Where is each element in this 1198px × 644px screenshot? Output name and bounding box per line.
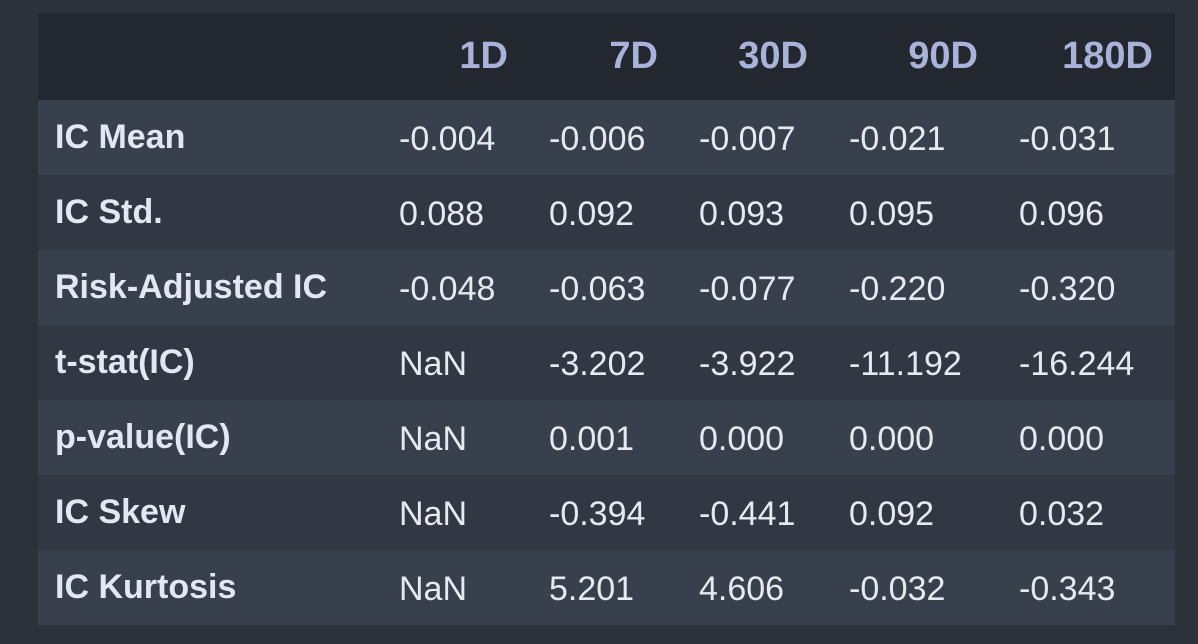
header-corner-cell (38, 13, 380, 100)
row-label: p-value(IC) (55, 418, 231, 456)
ic-summary-table: 1D 7D 30D 90D 180D IC Mean -0.004 -0.006… (38, 13, 1175, 625)
table-row: Risk-Adjusted IC -0.048 -0.063 -0.077 -0… (38, 250, 1175, 325)
table-body: IC Mean -0.004 -0.006 -0.007 -0.021 -0.0… (38, 100, 1175, 625)
table-cell: 4.606 (699, 570, 785, 608)
column-header-90d: 90D (908, 35, 978, 77)
table-cell: -3.202 (549, 345, 646, 383)
table-cell: 0.000 (699, 420, 785, 458)
table-cell: -0.032 (849, 570, 946, 608)
table-cell: -0.004 (399, 120, 496, 158)
column-header-30d: 30D (738, 35, 808, 77)
column-header-1d: 1D (459, 35, 508, 77)
table-cell: -0.077 (699, 270, 796, 308)
table-cell: 0.093 (699, 195, 785, 233)
table-cell: 0.088 (399, 195, 485, 233)
row-label: IC Skew (55, 493, 186, 531)
table-cell: NaN (399, 495, 468, 533)
row-label: t-stat(IC) (55, 343, 195, 381)
row-label: IC Mean (55, 118, 186, 156)
table-row: p-value(IC) NaN 0.001 0.000 0.000 0.000 (38, 400, 1175, 475)
row-label: IC Kurtosis (55, 568, 237, 606)
table-cell: 0.000 (1019, 420, 1105, 458)
table-row: IC Skew NaN -0.394 -0.441 0.092 0.032 (38, 475, 1175, 550)
table-cell: -0.007 (699, 120, 796, 158)
table-cell: -11.192 (849, 345, 962, 383)
table-row: IC Mean -0.004 -0.006 -0.007 -0.021 -0.0… (38, 100, 1175, 175)
table-cell: -16.244 (1019, 345, 1135, 383)
table-cell: NaN (399, 345, 468, 383)
table-cell: -0.048 (399, 270, 496, 308)
ic-summary-table-container: 1D 7D 30D 90D 180D IC Mean -0.004 -0.006… (38, 13, 1175, 626)
table-cell: 0.001 (549, 420, 635, 458)
table-cell: 0.000 (849, 420, 935, 458)
table-cell: -0.006 (549, 120, 646, 158)
table-cell: 0.096 (1019, 195, 1105, 233)
row-label: Risk-Adjusted IC (55, 268, 328, 306)
table-cell: -0.394 (549, 495, 646, 533)
table-cell: 0.032 (1019, 495, 1105, 533)
header-row: 1D 7D 30D 90D 180D (38, 13, 1175, 100)
table-cell: -3.922 (699, 345, 796, 383)
table-cell: -0.220 (849, 270, 946, 308)
table-cell: -0.031 (1019, 120, 1116, 158)
table-cell: -0.441 (699, 495, 796, 533)
row-label: IC Std. (55, 193, 163, 231)
table-row: IC Kurtosis NaN 5.201 4.606 -0.032 -0.34… (38, 550, 1175, 625)
table-cell: 5.201 (549, 570, 635, 608)
table-cell: 0.095 (849, 195, 935, 233)
table-row: t-stat(IC) NaN -3.202 -3.922 -11.192 -16… (38, 325, 1175, 400)
table-header: 1D 7D 30D 90D 180D (38, 13, 1175, 100)
column-header-180d: 180D (1062, 35, 1153, 77)
table-cell: -0.343 (1019, 570, 1116, 608)
table-cell: -0.021 (849, 120, 946, 158)
table-cell: 0.092 (549, 195, 635, 233)
table-cell: -0.320 (1019, 270, 1116, 308)
table-cell: NaN (399, 420, 468, 458)
table-cell: NaN (399, 570, 468, 608)
table-cell: 0.092 (849, 495, 935, 533)
column-header-7d: 7D (609, 35, 658, 77)
table-cell: -0.063 (549, 270, 646, 308)
table-row: IC Std. 0.088 0.092 0.093 0.095 0.096 (38, 175, 1175, 250)
